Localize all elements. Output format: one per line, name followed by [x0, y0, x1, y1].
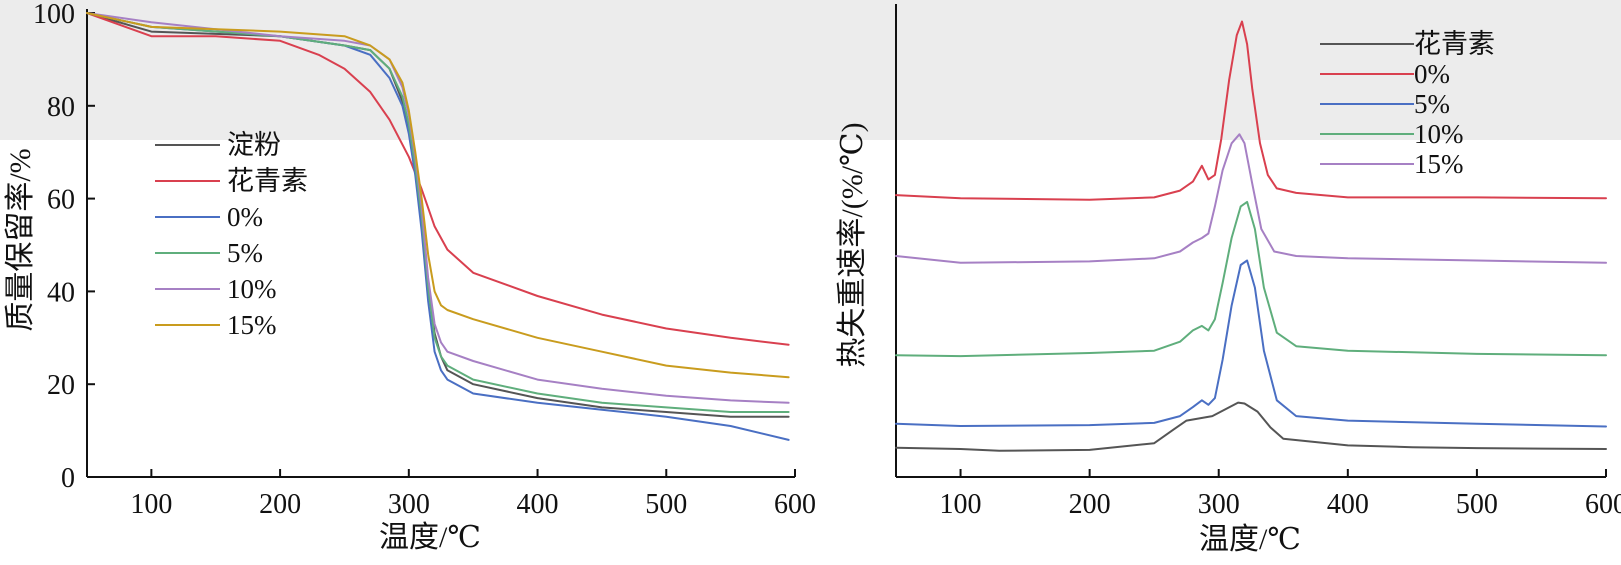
- series-line-5: [86, 12, 790, 379]
- legend-label: 淀粉: [227, 130, 281, 160]
- series-line-1: [895, 20, 1607, 201]
- x-tick-label: 100: [130, 489, 172, 520]
- series-line-4: [86, 12, 790, 404]
- legend-label: 5%: [227, 238, 263, 268]
- legend-label: 花青素: [227, 166, 308, 196]
- legend-label: 10%: [227, 274, 277, 304]
- x-axis-title: 温度/℃: [379, 521, 481, 554]
- y-axis-title: 质量保留率/%: [4, 148, 37, 331]
- legend-label: 15%: [1414, 149, 1464, 179]
- x-tick-label: 500: [645, 489, 687, 520]
- series-line-2: [895, 259, 1607, 428]
- legend-label: 5%: [1414, 89, 1450, 119]
- legend-label: 15%: [227, 310, 277, 340]
- series-line-0: [895, 401, 1607, 452]
- x-tick-label: 600: [1585, 489, 1621, 520]
- x-tick-label: 100: [940, 489, 982, 520]
- legend-label: 0%: [1414, 59, 1450, 89]
- y-tick-label: 100: [33, 0, 75, 30]
- y-tick-label: 40: [47, 277, 75, 308]
- y-tick-label: 0: [61, 463, 75, 494]
- y-tick-label: 60: [47, 185, 75, 216]
- x-tick-label: 400: [517, 489, 559, 520]
- series-line-3: [895, 200, 1607, 358]
- x-tick-label: 400: [1327, 489, 1369, 520]
- legend-label: 0%: [227, 202, 263, 232]
- x-axis-title: 温度/℃: [1199, 523, 1301, 556]
- series-line-4: [895, 133, 1607, 264]
- y-axis-title: 热失重速率/(%/℃): [836, 122, 869, 367]
- y-tick-label: 20: [47, 370, 75, 401]
- top-gray-band: [0, 0, 1621, 140]
- mass-retention-chart: 100 200 300 400 500 600 0 20 40 60 80 100 温度/℃ 质量保留率/…: [4, 0, 816, 554]
- legend-label: 花青素: [1414, 29, 1495, 59]
- legend-label: 10%: [1414, 119, 1464, 149]
- x-tick-label: 600: [774, 489, 816, 520]
- x-tick-label: 200: [1069, 489, 1111, 520]
- x-tick-label: 300: [1198, 489, 1240, 520]
- x-tick-label: 300: [388, 489, 430, 520]
- x-tick-label: 500: [1456, 489, 1498, 520]
- weight-loss-rate-chart: 100 200 300 400 500 600 温度/℃ 热失重速率/(%/℃) 花青素0%5%…: [836, 4, 1621, 556]
- y-tick-label: 80: [47, 92, 75, 123]
- x-tick-label: 200: [259, 489, 301, 520]
